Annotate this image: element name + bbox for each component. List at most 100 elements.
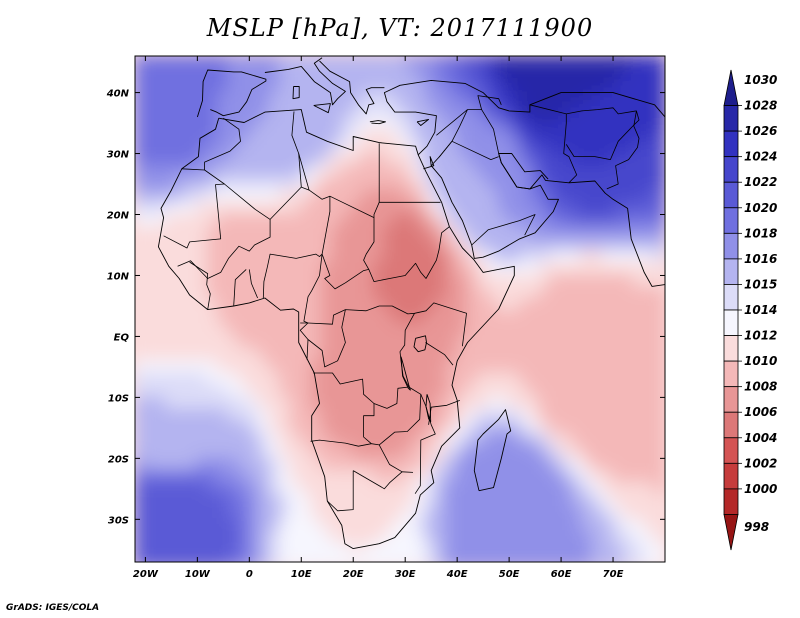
field-cell bbox=[456, 91, 469, 106]
field-cell bbox=[487, 250, 500, 265]
field-cell bbox=[414, 286, 427, 301]
field-cell bbox=[248, 347, 261, 362]
field-cell bbox=[653, 298, 665, 314]
field-cell bbox=[393, 128, 407, 143]
field-cell bbox=[383, 372, 396, 387]
field-cell bbox=[497, 176, 511, 192]
field-cell bbox=[248, 408, 261, 423]
field-cell bbox=[435, 481, 448, 496]
field-cell bbox=[497, 347, 511, 362]
field-cell bbox=[206, 530, 220, 545]
field-cell bbox=[445, 201, 459, 216]
field-cell bbox=[653, 493, 665, 509]
field-cell bbox=[466, 384, 479, 399]
field-cell bbox=[135, 542, 147, 557]
field-cell bbox=[289, 384, 303, 399]
field-cell bbox=[383, 384, 396, 399]
field-cell bbox=[362, 152, 376, 167]
field-cell bbox=[248, 91, 261, 106]
field-cell bbox=[300, 225, 313, 240]
field-cell bbox=[445, 542, 459, 557]
field-cell bbox=[497, 481, 511, 496]
field-cell bbox=[135, 432, 147, 448]
field-cell bbox=[196, 225, 209, 240]
field-cell bbox=[580, 298, 594, 314]
field-cell bbox=[217, 286, 230, 301]
field-cell bbox=[383, 323, 396, 338]
field-cell bbox=[622, 347, 635, 362]
field-cell bbox=[269, 542, 282, 557]
field-cell bbox=[383, 396, 396, 411]
field-cell bbox=[217, 335, 230, 350]
field-cell bbox=[279, 213, 292, 228]
field-cell bbox=[383, 250, 396, 265]
field-cell bbox=[414, 298, 427, 314]
coastline bbox=[423, 153, 559, 259]
field-cell bbox=[144, 225, 157, 240]
field-cell bbox=[341, 481, 355, 496]
field-cell bbox=[622, 56, 635, 70]
field-cell bbox=[258, 91, 272, 106]
field-cell bbox=[258, 298, 272, 314]
field-cell bbox=[487, 274, 500, 289]
field-cell bbox=[227, 432, 240, 448]
field-cell bbox=[373, 493, 386, 509]
field-cell bbox=[580, 201, 594, 216]
field-cell bbox=[135, 128, 147, 143]
field-cell bbox=[622, 457, 635, 472]
colorbar-label: 1008 bbox=[744, 380, 777, 394]
field-cell bbox=[466, 396, 479, 411]
field-cell bbox=[154, 408, 168, 423]
field-cell bbox=[185, 128, 199, 143]
field-cell bbox=[549, 432, 563, 448]
field-cell bbox=[185, 347, 199, 362]
field-cell bbox=[165, 140, 178, 155]
field-cell bbox=[643, 518, 656, 533]
field-cell bbox=[528, 554, 542, 562]
field-cell bbox=[227, 250, 240, 265]
field-cell bbox=[175, 201, 188, 216]
field-cell bbox=[518, 420, 531, 435]
field-cell bbox=[414, 67, 427, 82]
field-cell bbox=[196, 542, 209, 557]
field-cell bbox=[518, 530, 531, 545]
field-cell bbox=[331, 457, 344, 472]
field-cell bbox=[154, 164, 168, 179]
field-cell bbox=[560, 384, 573, 399]
field-cell bbox=[487, 164, 500, 179]
field-cell bbox=[632, 323, 646, 338]
field-cell bbox=[476, 457, 490, 472]
field-cell bbox=[269, 128, 282, 143]
field-cell bbox=[445, 140, 459, 155]
field-cell bbox=[269, 189, 282, 204]
field-cell bbox=[404, 469, 417, 484]
field-cell bbox=[414, 372, 427, 387]
field-cell bbox=[206, 554, 220, 562]
field-cell bbox=[497, 518, 511, 533]
field-cell bbox=[549, 311, 563, 326]
field-cell bbox=[591, 189, 604, 204]
field-cell bbox=[612, 457, 625, 472]
field-cell bbox=[144, 506, 157, 521]
field-cell bbox=[466, 530, 479, 545]
field-cell bbox=[341, 311, 355, 326]
field-cell bbox=[580, 396, 594, 411]
field-cell bbox=[570, 140, 583, 155]
field-cell bbox=[383, 554, 396, 562]
field-cell bbox=[622, 554, 635, 562]
field-cell bbox=[404, 225, 417, 240]
field-cell bbox=[580, 189, 594, 204]
field-cell bbox=[289, 408, 303, 423]
field-cell bbox=[341, 250, 355, 265]
field-cell bbox=[331, 262, 344, 277]
field-cell bbox=[175, 420, 188, 435]
field-cell bbox=[373, 347, 386, 362]
field-cell bbox=[612, 396, 625, 411]
field-cell bbox=[466, 298, 479, 314]
field-cell bbox=[144, 164, 157, 179]
field-cell bbox=[653, 323, 665, 338]
field-cell bbox=[591, 274, 604, 289]
field-cell bbox=[424, 542, 438, 557]
field-cell bbox=[497, 56, 511, 70]
field-cell bbox=[383, 311, 396, 326]
